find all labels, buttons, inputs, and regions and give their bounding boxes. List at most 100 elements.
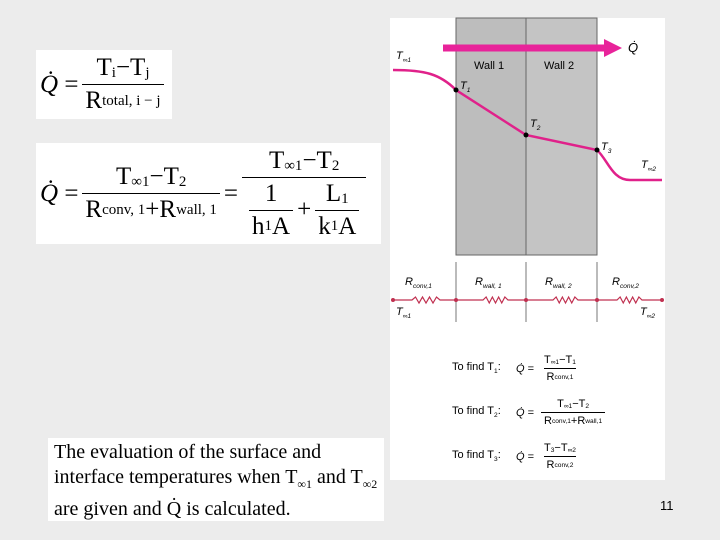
token: Q̇: [166, 498, 182, 520]
subscript: 1: [572, 359, 576, 366]
page-number: 11: [660, 498, 674, 513]
token: are given and: [54, 498, 167, 520]
token: T: [641, 159, 648, 171]
math-text: Rconv,1: [405, 276, 432, 290]
token: −: [302, 146, 317, 174]
token: To find: [452, 361, 488, 374]
formula-label: To find T1:: [452, 361, 516, 375]
subscript: 2: [585, 403, 590, 410]
token: T: [350, 466, 363, 488]
token: T: [565, 354, 573, 366]
token: A: [272, 212, 291, 240]
subscript: 3: [550, 447, 555, 454]
token: T: [530, 118, 537, 130]
subscript: wall, 2: [552, 283, 572, 291]
token: T: [115, 163, 132, 190]
subscript: j: [145, 65, 150, 81]
subscript: wall,1: [585, 417, 603, 425]
token: R: [546, 371, 555, 383]
token: R: [612, 276, 620, 288]
math-text: T3: [601, 141, 611, 155]
subscript: wall, 1: [176, 201, 217, 218]
math-text: T∞1: [396, 306, 411, 320]
math-text: Rwall, 2: [545, 276, 572, 290]
subscript: conv,1: [412, 283, 432, 291]
caption-box: The evaluation of the surface and interf…: [48, 438, 384, 521]
subscript: ∞1: [284, 157, 303, 174]
token: To find: [452, 405, 488, 418]
token: :: [497, 449, 501, 462]
token: T: [96, 54, 112, 81]
subscript: ∞1: [563, 403, 573, 410]
token: R: [159, 196, 177, 223]
token: R: [475, 276, 483, 288]
subscript: 2: [536, 125, 541, 133]
equals: =: [527, 450, 534, 463]
plus: +: [297, 196, 312, 223]
token: T: [544, 442, 551, 454]
formula-label: To find T2:: [452, 405, 516, 419]
numerator: 1: [262, 180, 281, 210]
node-dot: [523, 132, 529, 138]
subscript: 1: [330, 218, 339, 234]
token: :: [497, 361, 501, 374]
token: T: [487, 449, 495, 462]
equals: =: [527, 362, 534, 375]
circuit-node: [524, 298, 528, 302]
heat-arrow-head: [604, 39, 622, 57]
token: T: [316, 146, 332, 174]
subscript: 2: [331, 157, 340, 174]
math-text: T2: [530, 118, 540, 132]
token: Q̇: [516, 450, 525, 463]
subscript: 2: [178, 174, 187, 190]
circuit-node: [391, 298, 395, 302]
subscript: wall, 1: [482, 283, 502, 291]
node-dot: [453, 87, 459, 93]
token: T: [544, 354, 551, 366]
equals: =: [64, 179, 79, 207]
token: Q̇: [40, 179, 59, 207]
equals: =: [223, 179, 239, 207]
token: T: [601, 141, 608, 153]
token: The evaluation of the surface and interf…: [54, 441, 322, 488]
token: −: [149, 163, 164, 190]
token: T: [268, 146, 285, 174]
token: +: [570, 415, 578, 427]
subscript: 2: [494, 412, 498, 420]
token: is calculated.: [181, 498, 291, 520]
token: Q̇: [516, 362, 525, 375]
math-text: The evaluation of the surface and interf…: [54, 441, 377, 520]
token: R: [545, 276, 553, 288]
token: −: [115, 54, 131, 81]
node-dot: [594, 147, 600, 153]
token: R: [546, 459, 555, 471]
subscript: 3: [494, 456, 498, 464]
token: T: [487, 405, 495, 418]
token: Q̇: [628, 40, 639, 55]
token: R: [405, 276, 413, 288]
subscript: ∞2: [647, 166, 657, 174]
math-text: Q̇: [40, 180, 58, 208]
subscript: 1: [264, 218, 273, 234]
token: T: [163, 163, 179, 190]
token: Q̇: [516, 406, 525, 419]
thermal-circuit: [393, 295, 662, 305]
token: +: [145, 196, 160, 223]
token: h: [252, 212, 265, 240]
math-text: Rwall, 1: [475, 276, 502, 290]
